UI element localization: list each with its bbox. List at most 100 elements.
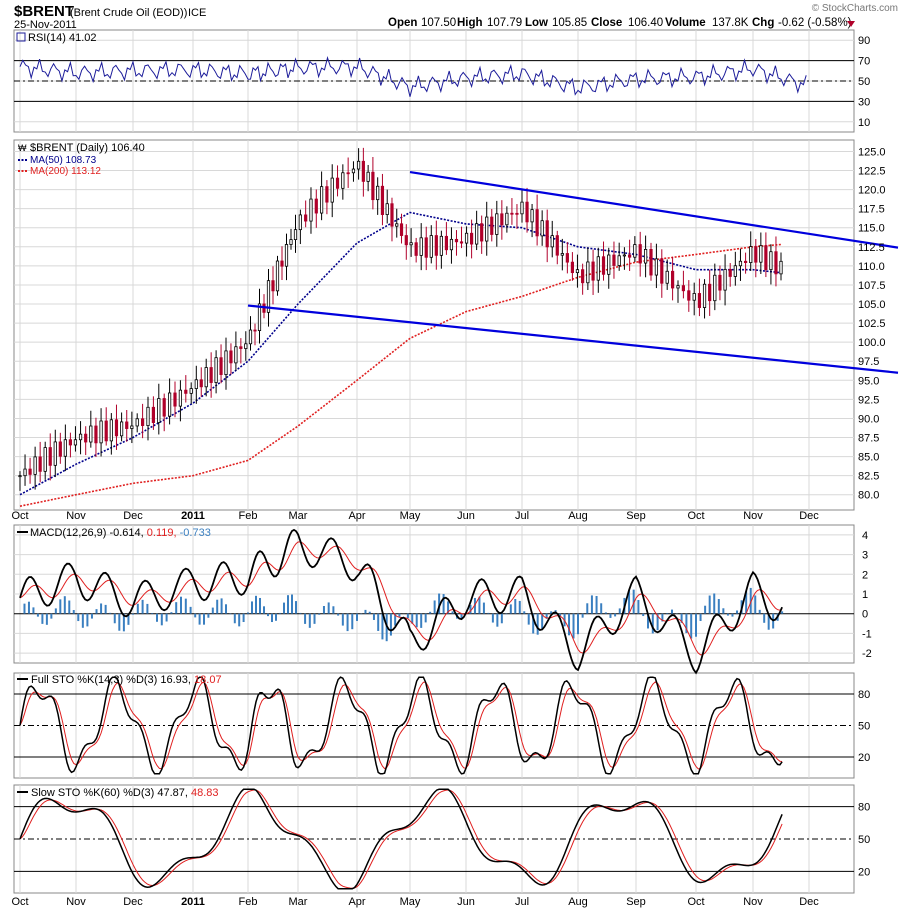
macd-histogram-bar — [637, 600, 640, 614]
ma200-legend: MA(200) 113.12 — [30, 166, 101, 177]
candle-body — [560, 253, 564, 256]
candle-body — [575, 269, 580, 274]
macd-histogram-bar — [259, 597, 261, 614]
low-value: 105.85 — [552, 17, 587, 29]
x-tick-label: May — [400, 896, 421, 908]
macd-histogram-bar — [661, 613, 664, 622]
macd-histogram-bar — [194, 613, 197, 618]
macd-histogram-bar — [229, 613, 232, 615]
macd-histogram-bar — [313, 613, 316, 624]
candle-body — [194, 379, 198, 389]
macd-histogram-bar — [104, 604, 107, 614]
rsi-tick-label: 30 — [858, 96, 870, 108]
macd-histogram-bar — [160, 613, 163, 626]
x-tick-label: 2011 — [181, 510, 205, 522]
macd-histogram-bar — [198, 613, 201, 625]
macd-histogram-bar — [337, 613, 340, 616]
candle-body — [550, 235, 554, 248]
candle-body — [257, 303, 262, 331]
candle-body — [199, 379, 203, 388]
macd-tick-label: -1 — [862, 628, 872, 640]
upper-trendline — [409, 170, 899, 249]
rsi-tick-label: 70 — [858, 56, 870, 68]
macd-histogram-bar — [726, 613, 729, 616]
macd-tick-label: 0 — [862, 609, 868, 621]
x-tick-label: Nov — [743, 896, 763, 908]
candle-body — [366, 171, 370, 182]
lower-trendline — [247, 304, 899, 374]
macd-histogram-bar — [146, 603, 149, 614]
candle-body — [769, 251, 773, 270]
candle-body — [140, 418, 145, 426]
candle-body — [525, 201, 529, 223]
candle-body — [275, 260, 280, 292]
fullsto-tick-label: 50 — [858, 721, 870, 733]
candle-body — [73, 439, 78, 446]
candle-body — [204, 367, 208, 388]
macd-histogram-bar — [136, 603, 139, 614]
candle-body — [713, 274, 717, 302]
macd-line — [19, 528, 783, 675]
macd-histogram-bar — [95, 609, 98, 614]
grid-lines — [14, 30, 854, 893]
candle-body — [419, 237, 423, 256]
chg-label: Chg — [752, 17, 774, 29]
macd-histogram-bar — [600, 603, 603, 614]
x-tick-label: Dec — [799, 510, 819, 522]
candle-body — [234, 346, 238, 364]
macd-histogram-bar — [360, 613, 363, 615]
candle-body — [33, 456, 37, 475]
watermark: © StockCharts.com — [812, 3, 898, 14]
candle-body — [749, 246, 753, 263]
macd-histogram-bar — [505, 613, 508, 615]
candle-body — [125, 421, 129, 429]
macd-histogram-bar — [491, 613, 494, 623]
x-tick-label: Oct — [687, 896, 704, 908]
candle-body — [779, 260, 783, 275]
price-tick-label: 120.0 — [858, 185, 886, 197]
macd-tick-label: 4 — [862, 530, 868, 542]
candle-body — [104, 420, 108, 442]
macd-histogram-bar — [151, 612, 154, 614]
fullsto-legend-prefix: Full STO %K(14,3) %D(3) 16.93, — [31, 674, 191, 686]
macd-histogram-bar — [500, 613, 503, 624]
macd-histogram-bar — [50, 613, 53, 619]
price-tick-label: 117.5 — [858, 204, 885, 216]
macd-histogram-bar — [63, 596, 66, 614]
x-tick-label: Dec — [123, 510, 143, 522]
macd-histogram-bar — [341, 613, 344, 626]
candle-body — [341, 172, 345, 189]
macd-histogram-bar — [442, 594, 445, 614]
candle-body — [99, 420, 103, 444]
low-label: Low — [525, 17, 548, 29]
macd-histogram-bar — [90, 613, 93, 619]
fullsto-legend: Full STO %K(14,3) %D(3) 16.93, 18.07 — [31, 674, 222, 686]
price-tick-label: 85.0 — [858, 452, 879, 464]
x-tick-label: Apr — [348, 896, 365, 908]
candle-body — [644, 249, 648, 264]
macd-tick-label: 3 — [862, 550, 868, 562]
slowsto-d-line — [19, 789, 783, 889]
candle-body — [424, 237, 428, 258]
candle-body — [628, 254, 632, 258]
x-tick-label: Oct — [11, 896, 28, 908]
macd-histogram-bar — [647, 613, 649, 629]
candle-body — [660, 258, 664, 284]
price-tick-label: 92.5 — [858, 394, 879, 406]
macd-histogram-bar — [433, 600, 436, 614]
candle-body — [607, 254, 611, 275]
candle-body — [395, 223, 399, 227]
candle-body — [38, 456, 42, 472]
candle-body — [309, 198, 313, 222]
candle-body — [361, 160, 365, 182]
candle-body — [601, 256, 606, 275]
candle-body — [356, 160, 361, 170]
candle-body — [687, 290, 691, 301]
macd-histogram-bar — [581, 613, 584, 618]
macd-histogram-bar — [656, 613, 659, 631]
fullsto-d-line — [19, 681, 783, 770]
candle-body — [510, 212, 514, 215]
macd-histogram-bar — [754, 595, 757, 614]
candle-body — [68, 439, 72, 446]
macd-histogram-bar — [586, 603, 589, 614]
